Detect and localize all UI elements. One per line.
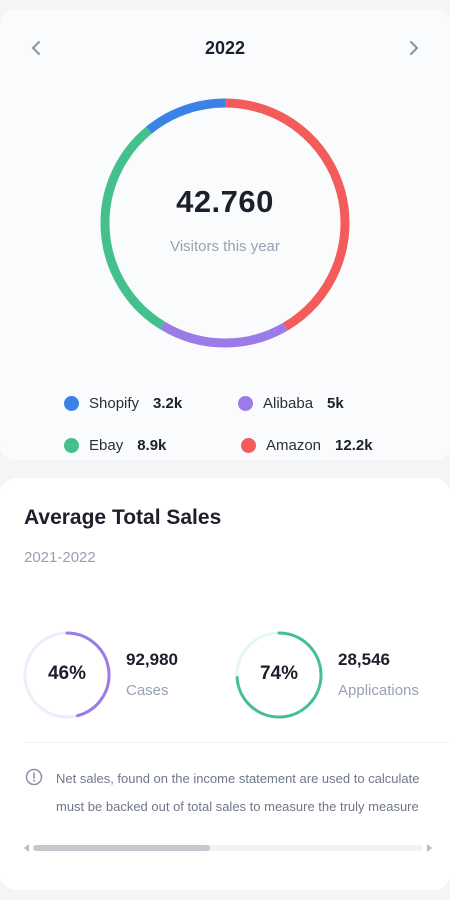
sales-title: Average Total Sales xyxy=(24,506,222,529)
donut-segment-alibaba xyxy=(160,321,288,348)
stat-applications: 74% 28,546 Applications xyxy=(234,630,450,722)
legend-label: Ebay xyxy=(89,436,124,454)
scrollbar-track[interactable] xyxy=(33,845,423,851)
stat-value: 28,546 xyxy=(338,650,390,669)
legend-dot xyxy=(64,395,79,411)
horizontal-scrollbar[interactable] xyxy=(24,842,434,854)
legend-label: Alibaba xyxy=(263,394,314,412)
legend-item-amazon: Amazon 12.2k xyxy=(241,434,373,456)
progress-percent: 74% xyxy=(259,663,299,684)
legend-label: Amazon xyxy=(266,436,322,454)
progress-ring-fill xyxy=(235,631,323,719)
scrollbar-thumb[interactable] xyxy=(33,845,210,851)
stat-label: Applications xyxy=(338,682,419,699)
donut-segment-amazon xyxy=(224,98,350,331)
info-icon xyxy=(25,768,43,786)
chevron-right-icon xyxy=(410,41,418,55)
stat-label: Cases xyxy=(126,682,169,699)
visitors-caption: Visitors this year xyxy=(170,238,280,255)
legend-value: 8.9k xyxy=(137,436,167,454)
progress-ring xyxy=(23,631,111,719)
visitors-card: 2022 42.760 Visitors this year Shopify 3… xyxy=(0,10,450,460)
donut-segment-shopify xyxy=(146,98,226,134)
legend-item-ebay: Ebay 8.9k xyxy=(64,434,166,456)
progress-ring-fill xyxy=(65,631,111,718)
scroll-right-arrow-icon[interactable] xyxy=(426,844,432,852)
sales-date-range: 2021-2022 xyxy=(24,549,96,566)
legend-item-shopify: Shopify 3.2k xyxy=(64,392,182,414)
visitors-donut-chart: 42.760 Visitors this year xyxy=(96,94,354,352)
legend-value: 12.2k xyxy=(335,436,373,454)
legend-dot xyxy=(238,395,253,411)
year-title: 2022 xyxy=(204,38,246,58)
previous-year-button[interactable] xyxy=(24,36,48,60)
donut-svg xyxy=(100,98,350,348)
year-selector: 2022 xyxy=(0,36,450,60)
visitors-legend: Shopify 3.2k Alibaba 5k Ebay 8.9k Amazon… xyxy=(64,392,424,462)
legend-label: Shopify xyxy=(89,394,140,412)
legend-value: 3.2k xyxy=(153,394,183,412)
divider xyxy=(24,742,450,743)
next-year-button[interactable] xyxy=(402,36,426,60)
legend-item-alibaba: Alibaba 5k xyxy=(238,392,344,414)
scroll-left-arrow-icon[interactable] xyxy=(24,844,30,852)
average-sales-card: Average Total Sales 2021-2022 46% 92,980… xyxy=(0,478,450,890)
sales-note-line: must be backed out of total sales to mea… xyxy=(56,799,419,814)
legend-dot xyxy=(64,437,79,453)
sales-note-line: Net sales, found on the income statement… xyxy=(56,771,420,786)
stat-value: 92,980 xyxy=(126,650,178,669)
visitors-total: 42.760 xyxy=(176,184,274,219)
chevron-left-icon xyxy=(32,41,40,55)
progress-percent: 46% xyxy=(47,663,87,684)
legend-value: 5k xyxy=(327,394,344,412)
donut-segment-ebay xyxy=(100,126,165,330)
progress-ring xyxy=(235,631,323,719)
stat-cases: 46% 92,980 Cases xyxy=(22,630,232,722)
legend-dot xyxy=(241,437,256,453)
